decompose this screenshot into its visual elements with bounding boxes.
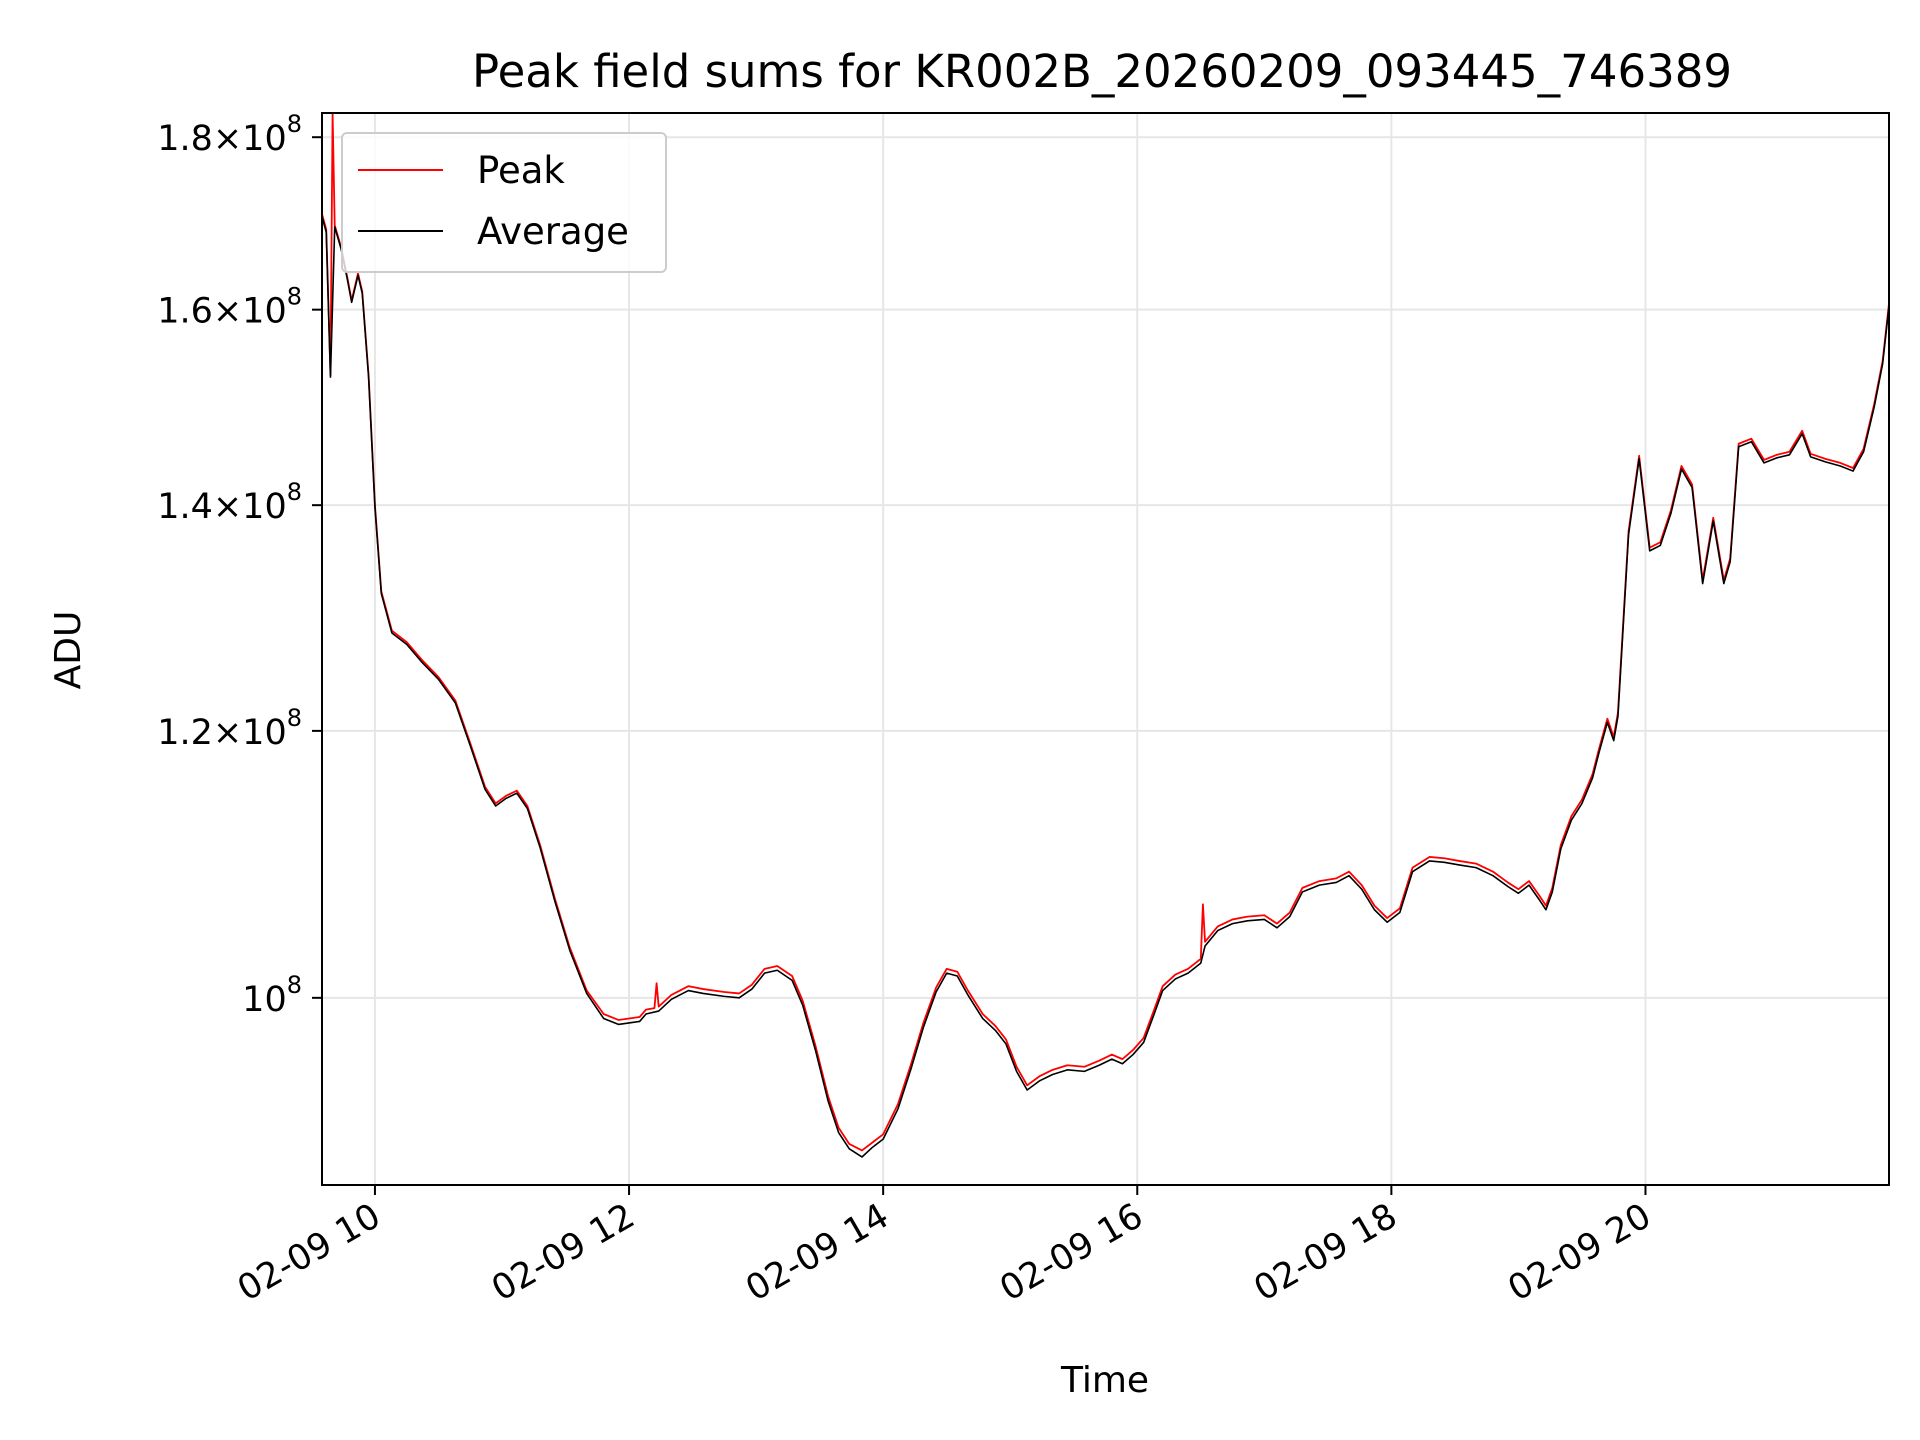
chart-title: Peak field sums for KR002B_20260209_0934… [472, 45, 1732, 98]
y-axis-label: ADU [48, 611, 89, 690]
plot-area-frame [321, 112, 1890, 1186]
x-tick-label: 02-09 18 [1248, 1196, 1404, 1309]
x-tick-label: 02-09 12 [485, 1196, 641, 1309]
x-axis-label: Time [1060, 1360, 1149, 1401]
x-tick-label: 02-09 16 [993, 1196, 1149, 1309]
legend-label-peak: Peak [477, 149, 565, 192]
series-line-average [322, 216, 1889, 1158]
x-tick-label: 02-09 20 [1502, 1196, 1658, 1309]
y-tick-label: 1.4×108 [157, 478, 302, 527]
x-tick-label: 02-09 10 [231, 1196, 387, 1309]
x-tick-label: 02-09 14 [739, 1196, 895, 1309]
y-tick-label: 1.6×108 [157, 283, 302, 332]
y-axis-ticks: 108 1.2×108 1.4×108 1.6×108 1.8×108 [157, 110, 322, 1020]
y-tick-label: 1.2×108 [157, 704, 302, 753]
legend-frame [341, 132, 667, 273]
series-layer [322, 113, 1889, 1158]
y-tick-label: 1.8×108 [157, 110, 302, 159]
x-axis-ticks: 02-09 10 02-09 12 02-09 14 02-09 16 02-09 18… [231, 1185, 1658, 1309]
y-tick-label: 108 [242, 971, 302, 1020]
legend: Peak Average [341, 132, 667, 273]
grid-layer [322, 113, 1889, 1185]
legend-label-average: Average [477, 210, 629, 253]
